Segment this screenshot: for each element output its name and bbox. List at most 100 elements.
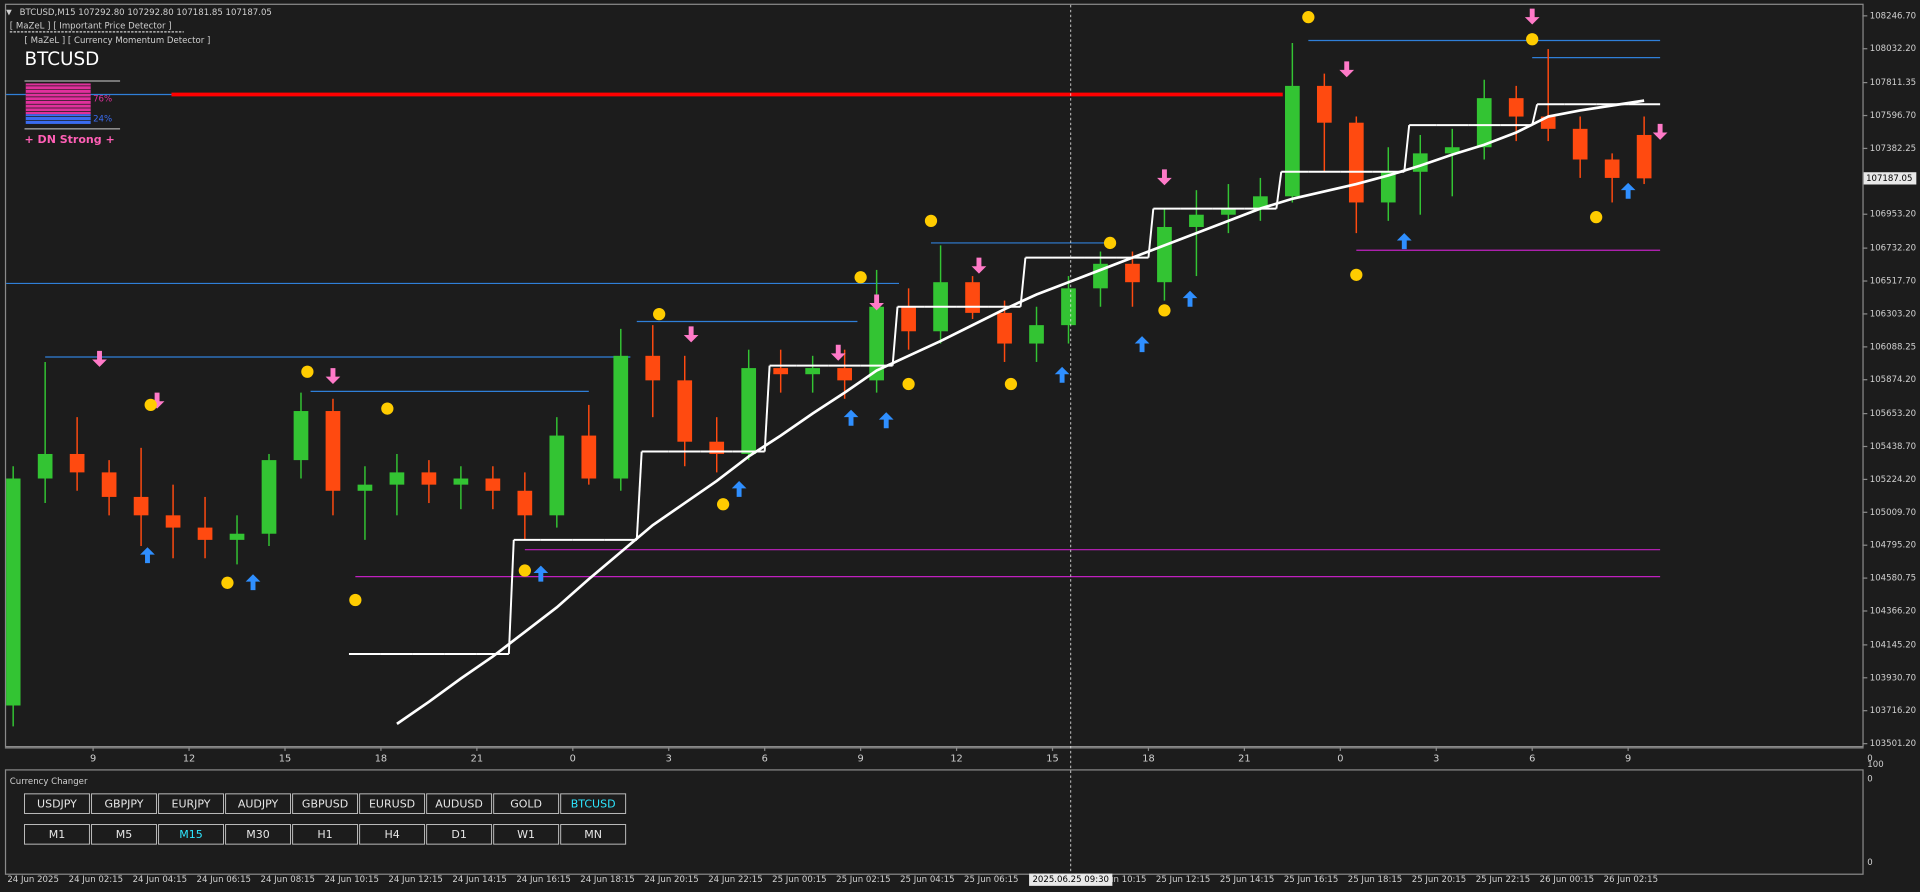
candle-body [549, 435, 565, 516]
candle-body [197, 527, 213, 540]
button-label[interactable]: M1 [49, 828, 66, 841]
signal-arrow-down [1339, 61, 1355, 78]
candle-body [1444, 147, 1460, 154]
meter-bar [25, 114, 91, 124]
button[interactable] [359, 793, 426, 814]
button-label[interactable]: USDJPY [37, 797, 77, 810]
time-label: 24 Jun 02:15 [69, 875, 123, 885]
button[interactable] [560, 793, 627, 814]
step-riser [1019, 257, 1027, 307]
signal-circle [1590, 211, 1603, 224]
button-label[interactable]: AUDUSD [435, 797, 483, 810]
signal-arrow-up [843, 409, 859, 426]
signal-circle [1004, 377, 1018, 391]
button[interactable] [493, 824, 560, 845]
candle-body [389, 472, 405, 485]
button[interactable] [292, 824, 359, 845]
button[interactable] [359, 824, 426, 845]
symbol-title: BTCUSD [25, 49, 100, 70]
signal-circle [144, 398, 157, 412]
signal-circle [221, 576, 234, 589]
current-price: 107187.05 [1866, 174, 1912, 184]
x-tick-label: 12 [183, 753, 195, 764]
crosshair-label: 2025.06.25 09:30 [1032, 875, 1109, 885]
x-tick-label: 6 [1529, 753, 1535, 764]
candle-body [1029, 325, 1044, 344]
y-tick-label: 106732.20 [1870, 244, 1916, 254]
button-label[interactable]: GBPJPY [104, 797, 143, 810]
button-label[interactable]: GBPUSD [302, 797, 348, 810]
y-tick-label: 106088.25 [1870, 342, 1916, 352]
candle-body [869, 306, 884, 381]
chart-frame [4, 3, 1864, 748]
button[interactable] [158, 793, 224, 814]
symbol-line: BTCUSD,M15 107292.80 107292.80 107181.85… [20, 8, 272, 18]
y-tick-label: 106303.20 [1870, 309, 1916, 319]
y-tick-label: 104145.20 [1870, 640, 1916, 650]
button-label[interactable]: M5 [116, 828, 133, 841]
button-label[interactable]: EURJPY [172, 797, 211, 810]
candle-body [69, 453, 85, 473]
candle-body [741, 368, 757, 454]
button-label[interactable]: BTCUSD [571, 797, 616, 810]
button[interactable] [426, 793, 493, 814]
candle-body [1636, 134, 1652, 179]
candle-body [1061, 288, 1076, 326]
time-label: 24 Jun 2025 [7, 875, 59, 885]
button-label[interactable]: W1 [517, 828, 535, 841]
button-label[interactable]: MN [584, 828, 602, 841]
candle-body [901, 306, 916, 332]
time-label: 25 Jun 14:15 [1220, 875, 1274, 885]
time-label: 24 Jun 16:15 [516, 875, 570, 885]
time-label: 25 Jun 12:15 [1156, 875, 1210, 885]
signal-circle [1103, 236, 1117, 250]
button[interactable] [426, 824, 493, 845]
step-riser [1147, 208, 1155, 258]
button[interactable] [24, 793, 90, 814]
y-tick-label: 105009.70 [1870, 508, 1916, 518]
candle-body [1316, 85, 1332, 123]
button-label[interactable]: M15 [179, 828, 203, 841]
step-riser [763, 365, 771, 452]
candle-body [6, 478, 21, 706]
signal-circle [716, 498, 730, 511]
button[interactable] [91, 824, 157, 845]
indicator-label: [ MaZeL ] [ Important Price Detector ] [10, 21, 172, 31]
candle-body [1189, 214, 1204, 227]
signal-circle [518, 564, 531, 577]
button[interactable] [225, 824, 292, 845]
button-label[interactable]: AUDJPY [238, 797, 279, 810]
signal-arrow-down [1652, 123, 1668, 140]
time-label: 25 Jun 06:15 [964, 875, 1018, 885]
step-riser [1531, 104, 1539, 126]
button[interactable] [225, 793, 292, 814]
signal-circle [301, 365, 314, 378]
candle-body [1380, 171, 1396, 203]
button[interactable] [91, 793, 157, 814]
candle-body [1253, 196, 1268, 209]
button[interactable] [493, 793, 560, 814]
signal-arrow-up [1620, 182, 1636, 199]
y-tick-label: 104366.20 [1870, 606, 1916, 616]
button-label[interactable]: EURUSD [369, 797, 415, 810]
signal-arrow-down [1157, 169, 1172, 186]
button[interactable] [24, 824, 90, 845]
x-tick-label: 9 [90, 753, 96, 764]
signal-arrow-up [1134, 336, 1150, 353]
menu-arrow: ▼ [6, 7, 12, 16]
button-label[interactable]: H4 [384, 828, 399, 841]
button-label[interactable]: M30 [246, 828, 270, 841]
time-label: 24 Jun 04:15 [133, 875, 187, 885]
step-riser [635, 451, 643, 540]
time-label: 26 Jun 02:15 [1604, 875, 1658, 885]
y-tick-label: 105874.20 [1870, 375, 1916, 385]
button-label[interactable]: H1 [317, 828, 332, 841]
button-label[interactable]: GOLD [510, 797, 542, 810]
button-label[interactable]: D1 [451, 828, 466, 841]
button[interactable] [158, 824, 224, 845]
button[interactable] [560, 824, 627, 845]
button[interactable] [292, 793, 359, 814]
y-tick-label: 107811.35 [1870, 78, 1916, 88]
time-label: 24 Jun 10:15 [324, 875, 378, 885]
candle-body [1157, 226, 1172, 283]
